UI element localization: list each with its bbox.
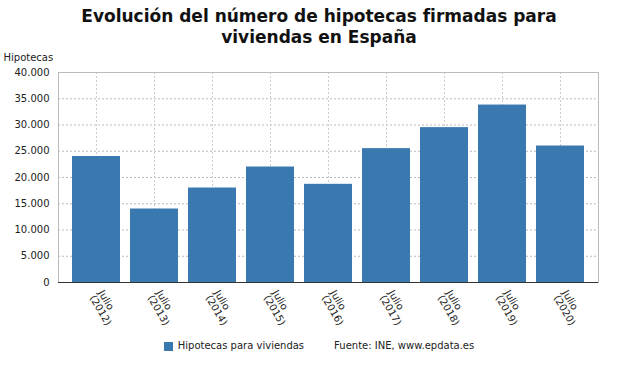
svg-text:30.000: 30.000 <box>15 119 50 130</box>
svg-text:Julio(2013): Julio(2013) <box>145 287 180 327</box>
svg-text:20.000: 20.000 <box>15 172 50 183</box>
svg-text:25.000: 25.000 <box>15 145 50 156</box>
html-text:Hipotecas para viviendas: Hipotecas para viviendas <box>177 340 305 351</box>
svg-text:Julio(2020): Julio(2020) <box>551 287 586 327</box>
svg-text:Julio(2016): Julio(2016) <box>319 287 354 327</box>
svg-text:Hipotecas: Hipotecas <box>4 52 54 63</box>
svg-text:Julio(2017): Julio(2017) <box>377 287 412 327</box>
svg-text:Julio(2014): Julio(2014) <box>203 287 238 327</box>
svg-text:15.000: 15.000 <box>15 198 50 209</box>
svg-text:Julio(2012): Julio(2012) <box>87 287 122 327</box>
svg-text:40.000: 40.000 <box>15 67 50 78</box>
svg-text:0: 0 <box>43 277 49 288</box>
svg-text:Julio(2015): Julio(2015) <box>261 287 296 327</box>
svg-text:10.000: 10.000 <box>15 224 50 235</box>
svg-text:35.000: 35.000 <box>15 93 50 104</box>
svg-text:Julio(2019): Julio(2019) <box>493 287 528 327</box>
html-text:Fuente: INE, www.epdata.es: Fuente: INE, www.epdata.es <box>334 340 475 351</box>
html-text:Evolución del número de hipote: Evolución del número de hipotecas firmad… <box>81 6 557 47</box>
svg-text:5.000: 5.000 <box>21 250 50 261</box>
svg-text:Julio(2018): Julio(2018) <box>435 287 470 327</box>
